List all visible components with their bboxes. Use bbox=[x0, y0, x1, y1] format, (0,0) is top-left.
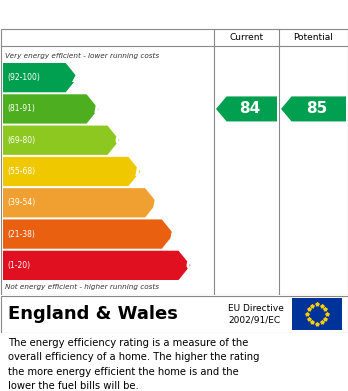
Polygon shape bbox=[3, 126, 119, 155]
Text: (1-20): (1-20) bbox=[7, 261, 30, 270]
Polygon shape bbox=[3, 188, 157, 217]
Text: Current: Current bbox=[229, 32, 263, 41]
Polygon shape bbox=[3, 157, 140, 186]
Polygon shape bbox=[216, 97, 277, 122]
Text: C: C bbox=[115, 133, 126, 148]
Text: (39-54): (39-54) bbox=[7, 198, 35, 207]
Text: A: A bbox=[73, 70, 85, 85]
Text: F: F bbox=[169, 226, 180, 242]
Polygon shape bbox=[3, 251, 190, 280]
Text: Potential: Potential bbox=[294, 32, 333, 41]
Polygon shape bbox=[281, 97, 346, 122]
Text: (81-91): (81-91) bbox=[7, 104, 35, 113]
Text: Very energy efficient - lower running costs: Very energy efficient - lower running co… bbox=[5, 53, 159, 59]
Text: The energy efficiency rating is a measure of the
overall efficiency of a home. T: The energy efficiency rating is a measur… bbox=[8, 338, 260, 391]
Text: E: E bbox=[153, 195, 163, 210]
Text: 85: 85 bbox=[306, 101, 327, 117]
Text: England & Wales: England & Wales bbox=[8, 305, 178, 323]
Bar bbox=[292, 298, 342, 330]
Polygon shape bbox=[3, 63, 78, 92]
Polygon shape bbox=[3, 94, 98, 124]
Text: D: D bbox=[135, 164, 148, 179]
Polygon shape bbox=[3, 219, 174, 249]
Text: EU Directive
2002/91/EC: EU Directive 2002/91/EC bbox=[228, 303, 284, 325]
Text: (69-80): (69-80) bbox=[7, 136, 35, 145]
Text: (21-38): (21-38) bbox=[7, 230, 35, 239]
Text: (55-68): (55-68) bbox=[7, 167, 35, 176]
Text: Energy Efficiency Rating: Energy Efficiency Rating bbox=[8, 7, 210, 22]
Text: (92-100): (92-100) bbox=[7, 73, 40, 82]
Text: 84: 84 bbox=[239, 101, 260, 117]
Text: Not energy efficient - higher running costs: Not energy efficient - higher running co… bbox=[5, 284, 159, 290]
Text: B: B bbox=[94, 101, 105, 117]
Text: G: G bbox=[185, 258, 198, 273]
